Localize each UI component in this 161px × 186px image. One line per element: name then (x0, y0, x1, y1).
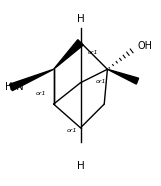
Text: or1: or1 (67, 128, 78, 133)
Polygon shape (54, 40, 83, 69)
Text: or1: or1 (88, 50, 98, 55)
Text: or1: or1 (36, 91, 47, 96)
Polygon shape (9, 69, 54, 91)
Text: H: H (77, 161, 84, 171)
Polygon shape (107, 69, 139, 84)
Text: H₂N: H₂N (5, 82, 23, 92)
Text: or1: or1 (95, 79, 106, 84)
Text: OH: OH (137, 41, 152, 51)
Text: H: H (77, 14, 84, 24)
